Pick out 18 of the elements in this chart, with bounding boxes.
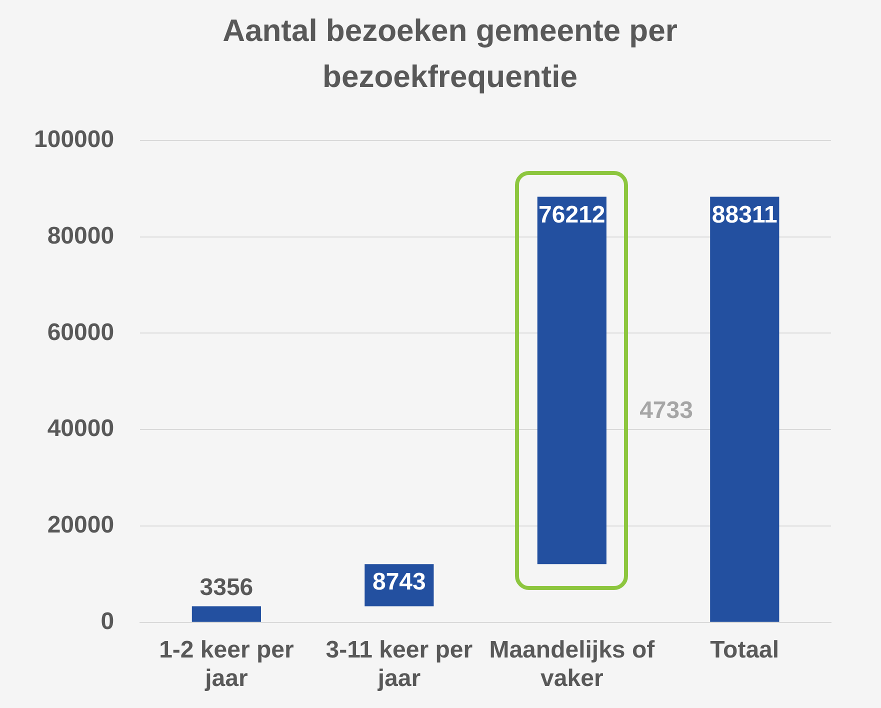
bar: [192, 606, 261, 622]
y-tick-label: 0: [100, 608, 114, 636]
y-tick-label: 80000: [47, 222, 114, 250]
data-label: 76212: [538, 201, 606, 228]
chart-title: Aantal bezoeken gemeente per bezoekfrequentie: [222, 12, 678, 96]
y-tick-label: 100000: [34, 126, 114, 154]
x-tick-label: 3-11 keer per jaar: [326, 636, 473, 692]
x-tick-label: Totaal: [710, 636, 780, 664]
y-tick-label: 20000: [47, 512, 114, 539]
bar: [710, 196, 780, 622]
y-tick-label: 60000: [47, 318, 114, 346]
annotation: 4733: [640, 397, 693, 424]
data-label: 3356: [200, 574, 254, 601]
data-label: 88311: [712, 201, 778, 228]
x-tick-label: Maandelijks of vaker: [489, 636, 656, 692]
y-tick-label: 40000: [47, 415, 114, 442]
x-tick-label: 1-2 keer per jaar: [159, 636, 294, 692]
data-label: 8743: [372, 568, 426, 596]
